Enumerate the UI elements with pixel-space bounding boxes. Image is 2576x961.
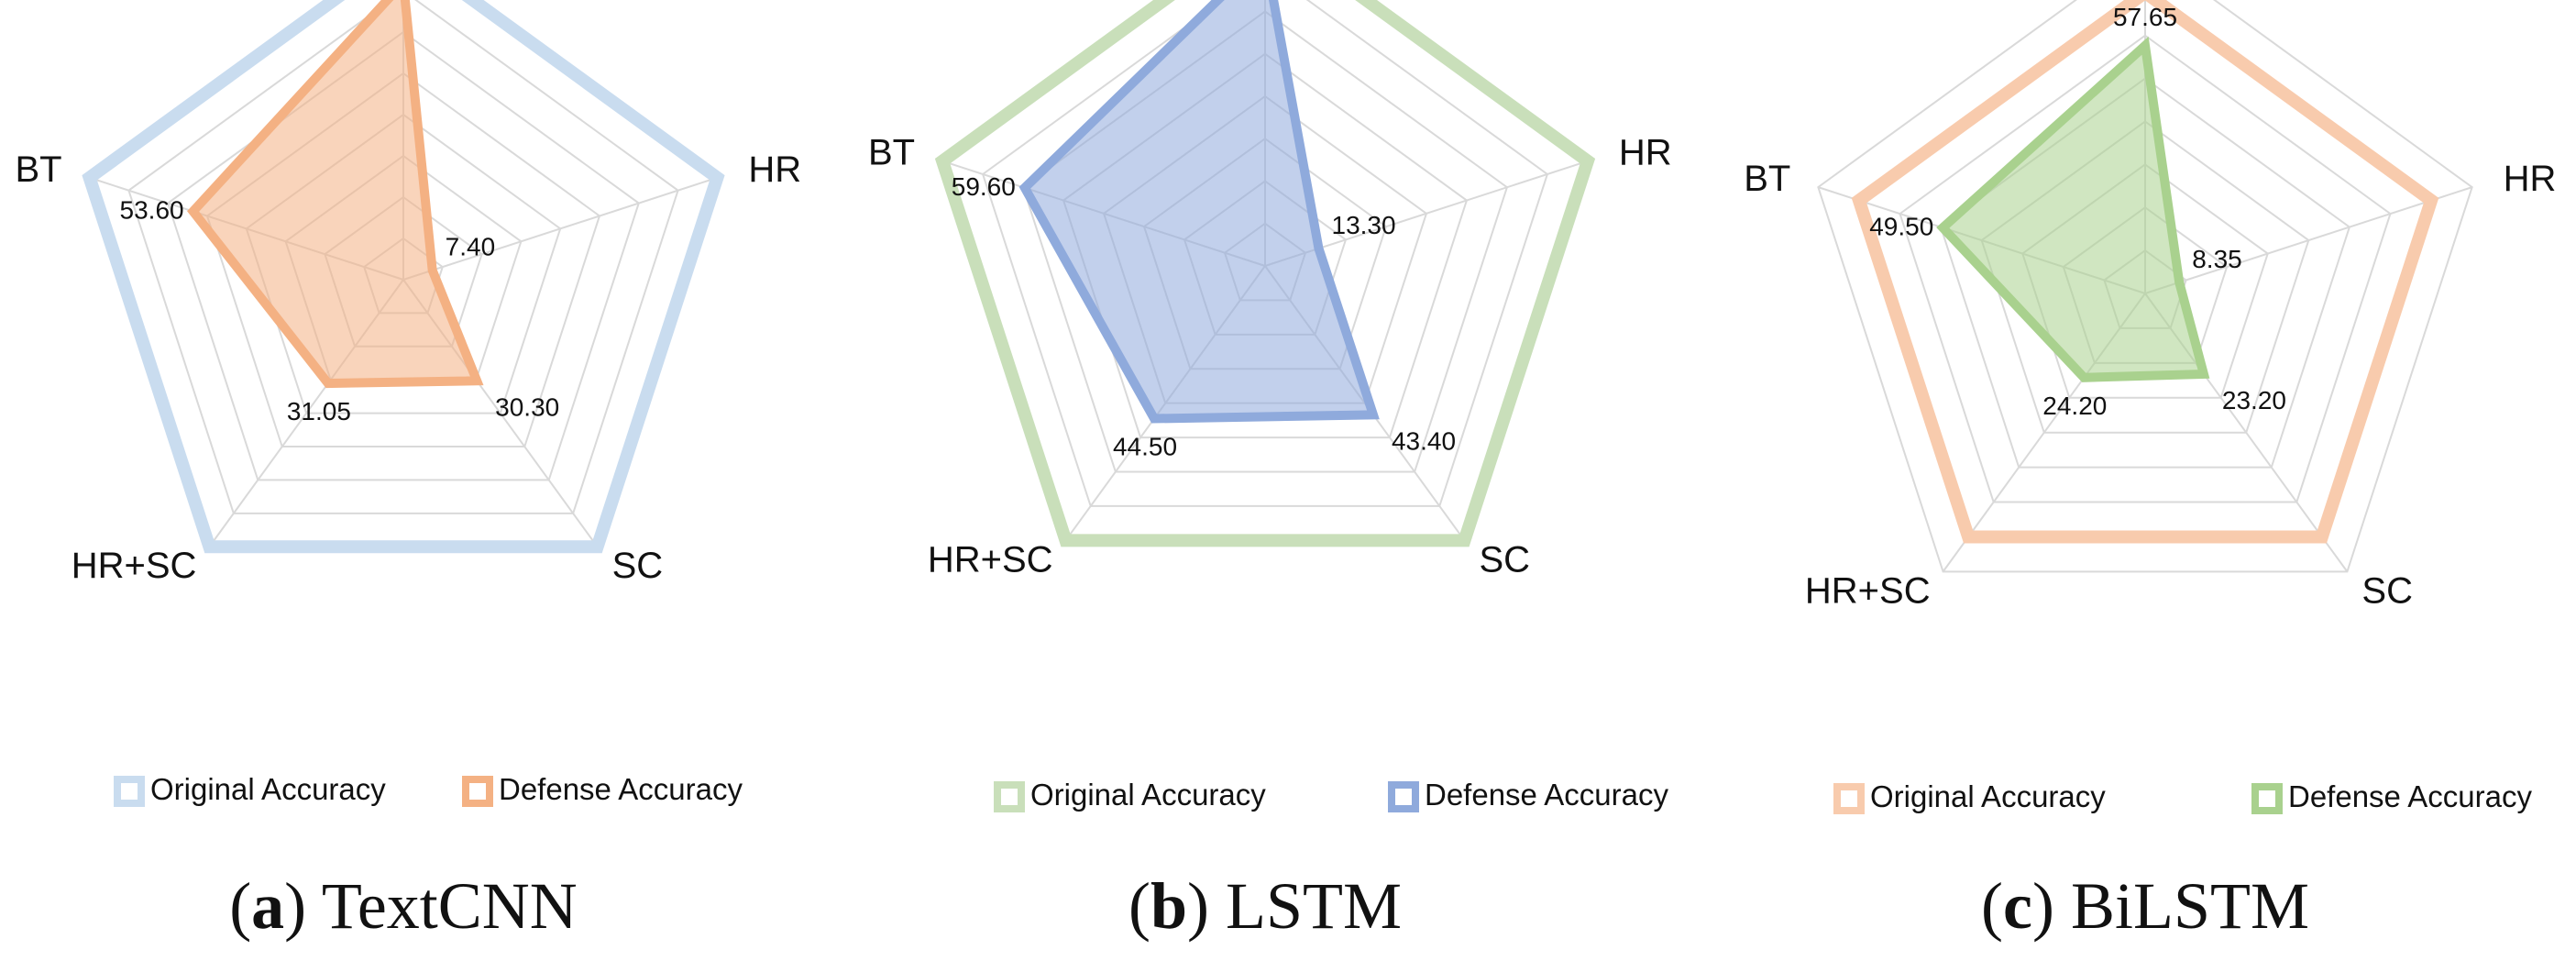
axis-label: HR <box>2504 159 2557 199</box>
axis-label: SC <box>612 546 664 586</box>
series-defense-accuracy <box>1018 0 1380 424</box>
axis-label: HR+SC <box>928 539 1053 580</box>
legend-swatch-original <box>994 781 1025 812</box>
radar-series <box>1851 0 2439 544</box>
data-label: 44.50 <box>1113 433 1177 461</box>
legend-swatch-defense <box>462 776 493 807</box>
caption-letter: c <box>2003 869 2032 943</box>
radar-labels: 73.5013.3043.4044.5059.60TextshelterHRSC… <box>868 133 1672 580</box>
legend-swatch-original <box>114 776 145 807</box>
radar-panel-bilstm: 57.658.3523.2024.2049.50TextshelterHRSCH… <box>1744 0 2556 943</box>
subfigure-caption: (c) BiLSTM <box>1981 869 2309 943</box>
axis-label: HR <box>748 149 801 190</box>
axis-label: HR <box>1619 133 1672 173</box>
radar-labels: 57.658.3523.2024.2049.50TextshelterHRSCH… <box>1744 3 2557 612</box>
data-label: 43.40 <box>1392 426 1456 455</box>
grid-ring <box>1817 0 2473 573</box>
axis-label: HR+SC <box>72 546 197 586</box>
legend-swatch-original <box>1833 783 1865 814</box>
series-original-accuracy <box>1851 0 2439 544</box>
data-label: 49.50 <box>1869 212 1933 240</box>
subfigure-caption: (b) LSTM <box>1128 869 1402 943</box>
caption-letter: b <box>1150 869 1187 943</box>
axis-label: SC <box>2361 570 2413 611</box>
legend-label-defense: Defense Accuracy <box>2288 779 2532 813</box>
series-original-accuracy <box>934 0 1596 547</box>
legend-swatch-defense <box>1388 781 1419 812</box>
series-defense-accuracy <box>187 0 484 389</box>
grid-spoke <box>402 176 718 281</box>
chart-legend: Original Accuracy Defense Accuracy <box>114 772 743 807</box>
data-label: 59.60 <box>952 172 1016 201</box>
radar-series <box>82 0 725 554</box>
data-label: 24.20 <box>2042 392 2107 420</box>
axis-label: HR+SC <box>1805 570 1931 611</box>
data-label: 57.65 <box>2113 3 2177 31</box>
subfigure-caption: (a) TextCNN <box>229 869 578 943</box>
series-defense-accuracy <box>1936 36 2210 382</box>
data-label: 30.30 <box>495 392 559 421</box>
series-original-accuracy <box>82 0 725 554</box>
radar-labels: 72.007.4030.3031.0553.60TextshelterHRSCH… <box>15 149 801 586</box>
grid-ring <box>1899 34 2392 503</box>
legend-label-original: Original Accuracy <box>1030 778 1266 812</box>
grid-spoke <box>2144 186 2472 294</box>
data-label: 31.05 <box>287 397 351 425</box>
grid-ring <box>127 0 679 514</box>
legend-label-original: Original Accuracy <box>150 772 386 806</box>
legend-label-defense: Defense Accuracy <box>499 772 743 806</box>
chart-legend: Original Accuracy Defense Accuracy <box>1833 779 2532 814</box>
legend-label-defense: Defense Accuracy <box>1425 778 1668 812</box>
data-label: 8.35 <box>2192 245 2242 273</box>
grid-ring <box>167 30 640 481</box>
axis-label: SC <box>1479 539 1530 580</box>
axis-label: BT <box>868 133 915 173</box>
data-label: 13.30 <box>1332 211 1396 239</box>
data-label: 23.20 <box>2222 386 2286 414</box>
axis-label: BT <box>1744 159 1790 199</box>
data-label: 7.40 <box>446 233 495 261</box>
legend-label-original: Original Accuracy <box>1870 779 2106 813</box>
axis-label: BT <box>15 149 61 190</box>
grid-ring <box>981 0 1549 507</box>
legend-swatch-defense <box>2251 783 2283 814</box>
radar-panel-lstm: 73.5013.3043.4044.5059.60TextshelterHRSC… <box>868 0 1672 943</box>
radar-series <box>934 0 1596 547</box>
caption-name: TextCNN <box>322 869 578 943</box>
caption-name: BiLSTM <box>2071 869 2309 943</box>
caption-name: LSTM <box>1226 869 1402 943</box>
caption-letter: a <box>251 869 284 943</box>
chart-legend: Original Accuracy Defense Accuracy <box>994 778 1668 812</box>
data-label: 53.60 <box>120 195 184 224</box>
radar-panel-textcnn: 72.007.4030.3031.0553.60TextshelterHRSCH… <box>15 0 801 943</box>
